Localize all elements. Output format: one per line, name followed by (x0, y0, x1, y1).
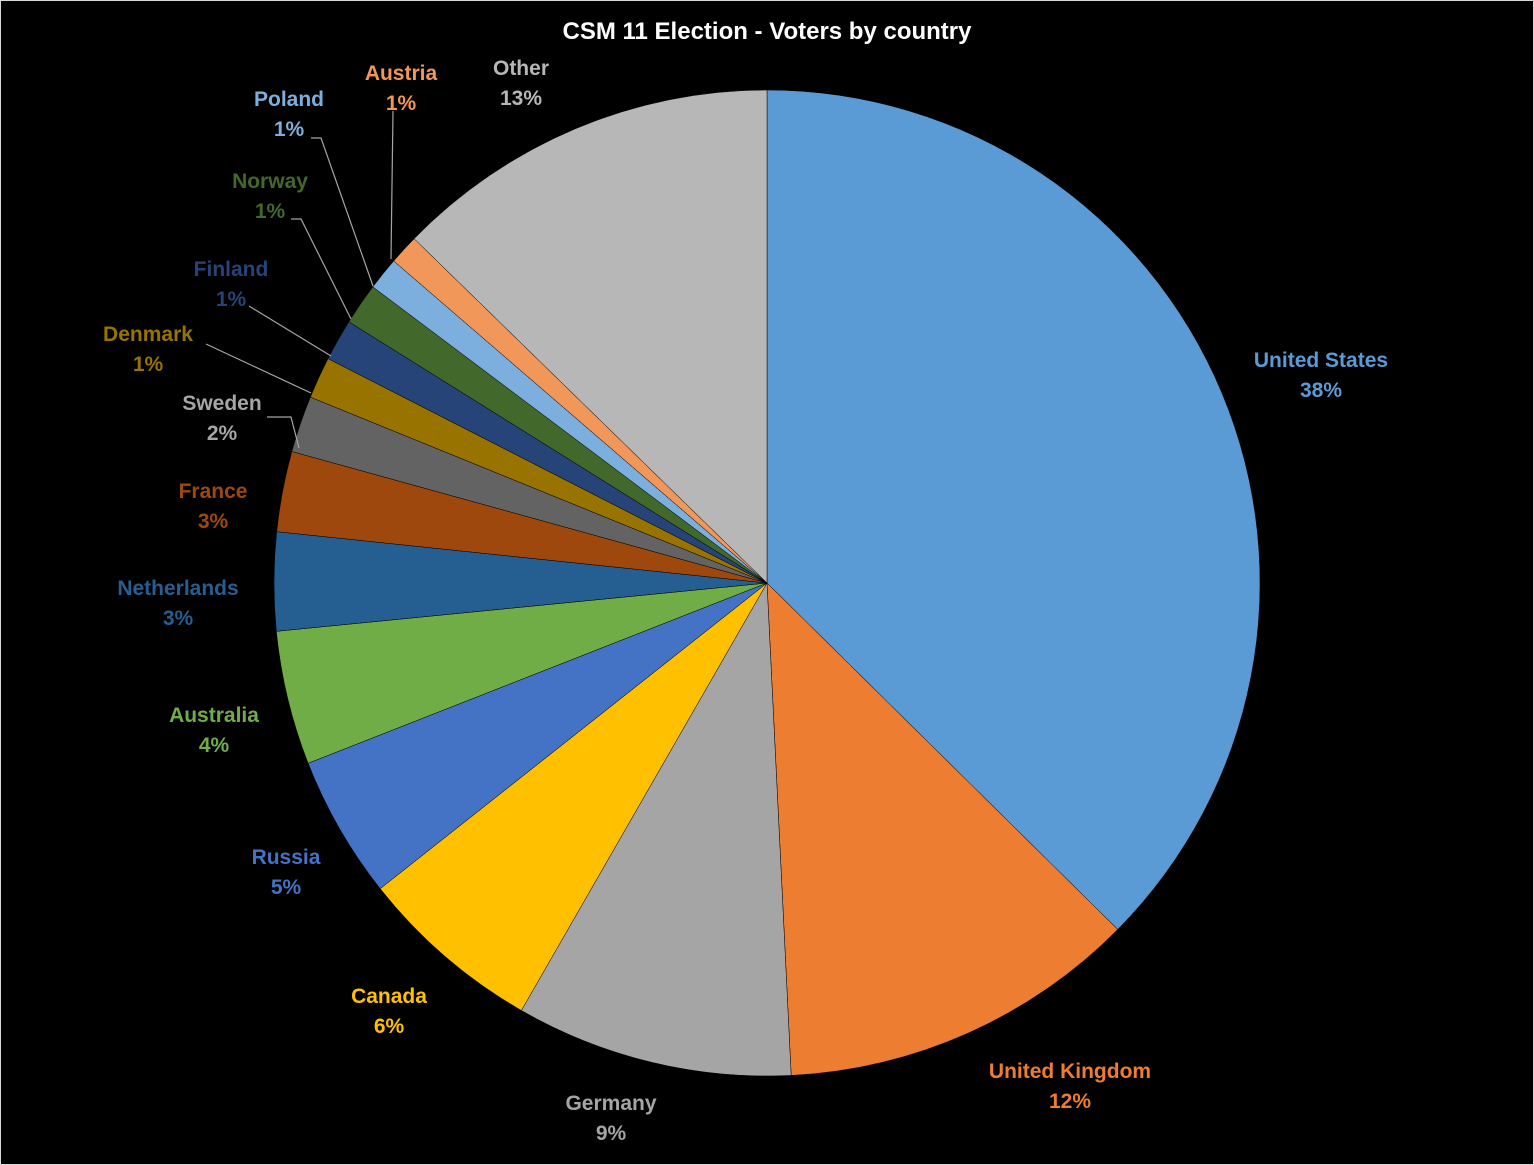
slice-label-name: United Kingdom (989, 1060, 1151, 1083)
pie-slice-germany (521, 582, 792, 1077)
slice-label-percent: 3% (163, 607, 194, 630)
slice-label-russia: Russia 5% (252, 846, 321, 899)
leader-line-poland (311, 137, 374, 287)
slice-label-name: United States (1254, 349, 1388, 372)
slice-label-name: Netherlands (117, 577, 238, 600)
slice-label-percent: 1% (133, 353, 164, 376)
slice-label-name: Denmark (103, 323, 193, 346)
pie-slice-canada (379, 582, 768, 1011)
slice-label-name: Canada (351, 985, 427, 1008)
slice-label-austria: Austria 1% (365, 62, 438, 115)
leader-lines (205, 110, 394, 449)
slice-labels: United States 38% United Kingdom 12% Germany… (103, 57, 1388, 1145)
slice-label-canada: Canada 6% (351, 985, 427, 1038)
slice-label-name: Poland (254, 88, 324, 111)
leader-line-denmark (205, 343, 312, 394)
slice-label-percent: 1% (274, 118, 305, 141)
slice-label-percent: 1% (386, 92, 417, 115)
leader-line-austria (390, 110, 394, 260)
slice-label-percent: 12% (1049, 1090, 1091, 1113)
slice-label-poland: Poland 1% (254, 88, 324, 141)
slice-label-united-kingdom: United Kingdom 12% (989, 1060, 1151, 1113)
slice-label-finland: Finland 1% (194, 258, 269, 311)
slice-label-sweden: Sweden 2% (182, 392, 261, 445)
slice-label-other: Other 13% (493, 57, 549, 110)
chart-title: CSM 11 Election - Voters by country (563, 18, 973, 45)
slice-label-percent: 13% (500, 87, 542, 110)
leader-line-finland (248, 305, 332, 357)
slice-label-percent: 38% (1300, 379, 1342, 402)
slice-label-name: Sweden (182, 392, 261, 415)
leader-line-norway (291, 218, 352, 320)
slice-label-name: Germany (565, 1092, 656, 1115)
slice-label-australia: Australia 4% (169, 704, 259, 757)
slice-label-united-states: United States 38% (1254, 349, 1388, 402)
pie-slice-united-kingdom (766, 582, 1119, 1076)
slice-label-name: Finland (194, 258, 269, 281)
slice-label-name: Russia (252, 846, 321, 869)
pie-slice-other (413, 89, 768, 584)
slice-label-denmark: Denmark 1% (103, 323, 193, 376)
pie-slices (273, 89, 1261, 1077)
slice-label-name: Austria (365, 62, 438, 85)
slice-label-name: Australia (169, 704, 259, 727)
slice-label-percent: 3% (198, 510, 229, 533)
leader-line-sweden (267, 416, 300, 449)
slice-label-percent: 5% (271, 876, 302, 899)
slice-label-percent: 9% (596, 1122, 627, 1145)
slice-label-norway: Norway 1% (232, 170, 308, 223)
slice-label-percent: 6% (374, 1015, 405, 1038)
slice-label-percent: 1% (255, 200, 286, 223)
slice-label-germany: Germany 9% (565, 1092, 656, 1145)
slice-label-name: France (179, 480, 248, 503)
slice-label-percent: 4% (199, 734, 230, 757)
slice-label-name: Other (493, 57, 549, 80)
slice-label-percent: 2% (207, 422, 238, 445)
slice-label-name: Norway (232, 170, 308, 193)
slice-label-percent: 1% (216, 288, 247, 311)
pie-slice-united-states (766, 89, 1261, 930)
slice-label-france: France 3% (179, 480, 248, 533)
slice-label-netherlands: Netherlands 3% (117, 577, 238, 630)
